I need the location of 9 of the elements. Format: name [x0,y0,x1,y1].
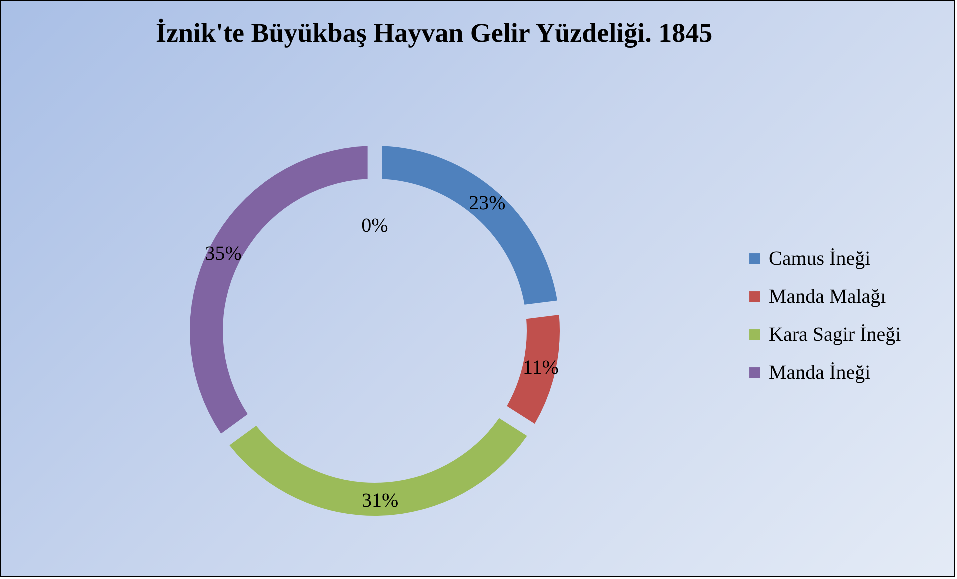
legend-label: Kara Sagir İneği [769,324,902,346]
chart-title: İznik'te Büyükbaş Hayvan Gelir Yüzdeliği. 1845 [156,18,713,48]
data-label: 31% [362,490,399,512]
legend-label: Manda Malağı [769,286,887,308]
legend-label: Camus İneği [769,248,872,270]
data-label: 23% [469,192,506,214]
data-label: 35% [205,242,242,265]
text: 0% [362,215,388,237]
legend-label: Manda İneği [769,362,872,384]
